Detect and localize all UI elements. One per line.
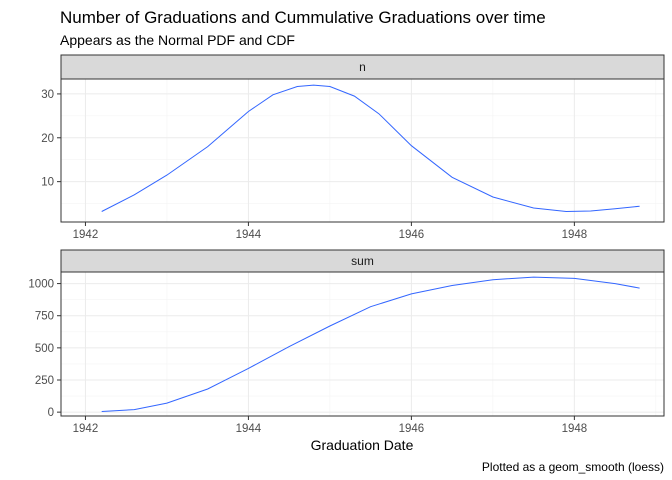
facet-strip-label: n — [359, 60, 366, 74]
y-tick-label: 500 — [35, 343, 54, 355]
x-axis-title: Graduation Date — [311, 437, 414, 453]
y-tick-label: 30 — [41, 89, 54, 101]
y-tick-label: 1000 — [28, 279, 54, 291]
y-tick-label: 10 — [41, 177, 54, 189]
x-tick-label: 1948 — [562, 229, 588, 241]
x-tick-label: 1944 — [236, 423, 262, 435]
chart-subtitle: Appears as the Normal PDF and CDF — [60, 32, 295, 48]
y-tick-label: 750 — [35, 311, 54, 323]
chart-caption: Plotted as a geom_smooth (loess) — [482, 460, 664, 474]
facet-panels: n 1942 1944 1946 1948 10 20 30 sum 1942 1944 1946 19… — [28, 54, 665, 435]
facet-strip — [60, 54, 665, 80]
y-tick-label: 250 — [35, 375, 54, 387]
x-tick-label: 1948 — [562, 423, 588, 435]
x-tick-label: 1942 — [73, 229, 99, 241]
x-tick-label: 1944 — [236, 229, 262, 241]
facet-strip-label: sum — [351, 254, 374, 268]
panel-border — [60, 78, 665, 223]
y-tick-label: 20 — [41, 133, 54, 145]
smooth-line-n — [101, 84, 640, 213]
x-tick-label: 1942 — [73, 423, 99, 435]
x-tick-label: 1946 — [399, 229, 425, 241]
facet-panel-sum: sum 1942 1944 1946 1948 0 250 500 750 1000 — [28, 249, 665, 435]
x-tick-label: 1946 — [399, 423, 425, 435]
chart-title: Number of Graduations and Cummulative Gr… — [60, 8, 546, 27]
smooth-line-sum — [101, 276, 640, 412]
y-tick-label: 0 — [48, 407, 54, 419]
facet-panel-n: n 1942 1944 1946 1948 10 20 30 — [41, 54, 665, 241]
panel-border — [60, 271, 665, 417]
